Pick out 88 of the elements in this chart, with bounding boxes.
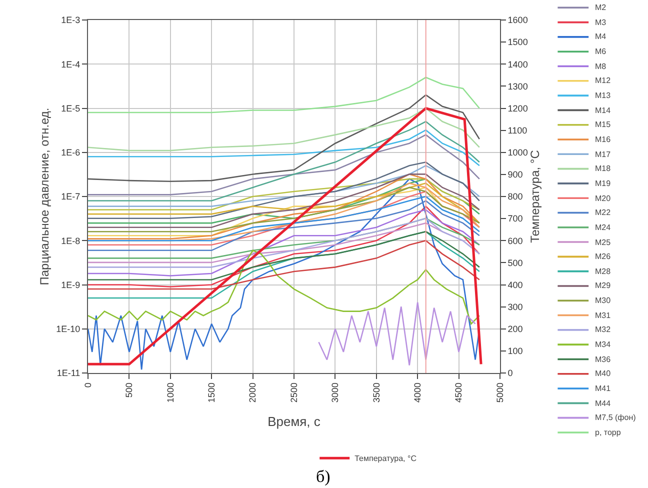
legend-label: M20: [595, 194, 612, 203]
legend-label: M28: [595, 267, 612, 276]
line-series: [88, 174, 480, 240]
legend-label: M18: [595, 164, 612, 173]
y2-tick-label: 1200: [508, 103, 528, 114]
line-series: [88, 108, 480, 152]
legend-label: p, торр: [595, 428, 622, 437]
y-tick-label: 1E-5: [61, 103, 80, 114]
legend-label: M30: [595, 296, 612, 305]
legend-label: M41: [595, 384, 612, 393]
line-series: [88, 129, 480, 166]
x-tick-label: 500: [124, 382, 134, 398]
y-tick-label: 1E-8: [61, 236, 80, 246]
legend-label: M7,5 (фон): [595, 413, 636, 422]
legend-label: M40: [595, 369, 612, 378]
legend-label: M44: [595, 399, 612, 408]
legend-label: M15: [595, 120, 612, 129]
y2-tick-label: 300: [508, 302, 523, 312]
legend-label: M36: [595, 355, 612, 364]
y2-tick-label: 0: [508, 368, 513, 378]
legend-label: M29: [595, 281, 612, 290]
legend-label: Температура, °C: [354, 454, 417, 464]
line-series: [88, 178, 480, 370]
y-tick-label: 1E-11: [56, 368, 80, 378]
y2-tick-label: 600: [508, 236, 523, 246]
x-tick-label: 4500: [454, 382, 464, 403]
legend-label: M6: [595, 47, 607, 56]
y2-tick-label: 1600: [508, 15, 528, 26]
y2-tick-label: 200: [508, 324, 523, 334]
y-tick-label: 1E-4: [61, 59, 80, 70]
y-tick-label: 1E-9: [61, 280, 80, 290]
legend-label: M8: [595, 62, 607, 71]
y2-tick-label: 400: [508, 280, 523, 290]
legend-label: M14: [595, 106, 612, 115]
legend-label: M17: [595, 150, 612, 159]
legend-label: M24: [595, 223, 612, 232]
y-tick-label: 1E-7: [61, 192, 80, 202]
legend-label: M13: [595, 91, 612, 100]
line-series: [88, 134, 480, 196]
legend-label: M22: [595, 208, 612, 217]
x-tick-label: 1500: [206, 382, 217, 403]
y2-tick-label: 100: [508, 346, 523, 356]
line-series: [88, 162, 480, 219]
x-tick-label: 3500: [371, 382, 382, 403]
y-axis-title: Парциальное давление, отн.ед.: [37, 108, 52, 286]
y2-tick-label: 1500: [508, 37, 528, 48]
legend-label: M3: [595, 18, 607, 27]
line-series: [88, 76, 480, 114]
line-series: [88, 200, 480, 252]
y-tick-label: 1E-10: [56, 324, 80, 334]
y2-tick-label: 1000: [508, 148, 528, 158]
legend-label: M31: [595, 311, 612, 320]
legend-label: M19: [595, 179, 612, 188]
x-tick-label: 4000: [412, 382, 423, 403]
line-series: [318, 302, 476, 366]
y2-tick-label: 800: [508, 192, 523, 202]
line-series: [88, 250, 480, 324]
line-series: [88, 178, 480, 210]
legend-label: M2: [595, 3, 607, 12]
y2-tick-label: 500: [508, 258, 523, 268]
y-tick-label: 1E-3: [61, 15, 80, 26]
y2-axis-title: Температура, °C: [528, 150, 542, 243]
x-tick-label: 5000: [494, 382, 505, 403]
y2-tick-label: 900: [508, 170, 523, 180]
line-series: [88, 206, 480, 288]
legend-label: M32: [595, 325, 612, 334]
y2-tick-label: 1400: [508, 59, 528, 70]
x-tick-label: 0: [82, 382, 93, 388]
x-tick-label: 2500: [288, 382, 299, 403]
y2-tick-label: 1300: [508, 81, 528, 92]
legend-label: M12: [595, 76, 612, 85]
legend-label: M34: [595, 340, 612, 349]
line-series: [88, 120, 480, 202]
x-tick-label: 1000: [165, 382, 176, 403]
legend-label: M26: [595, 252, 612, 261]
line-series: [88, 209, 480, 276]
line-series: [88, 240, 480, 290]
legend-label: M25: [595, 238, 612, 247]
y2-tick-label: 1100: [508, 125, 528, 136]
x-tick-label: 2000: [248, 382, 258, 403]
x-tick-label: 3000: [330, 382, 340, 403]
y2-tick-label: 700: [508, 214, 523, 224]
legend-label: M4: [595, 32, 607, 41]
x-axis-title: Время, с: [268, 414, 321, 430]
legend-label: M16: [595, 135, 612, 144]
text: б): [316, 467, 330, 486]
line-series: [88, 230, 480, 280]
y-tick-label: 1E-6: [61, 148, 80, 158]
